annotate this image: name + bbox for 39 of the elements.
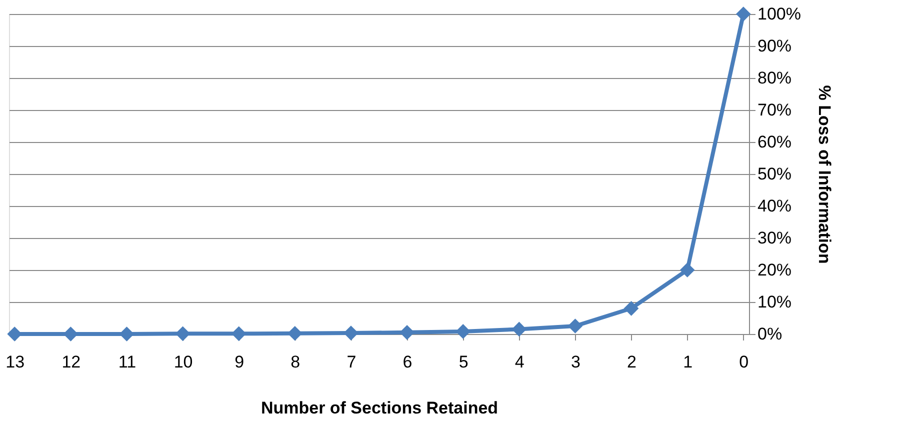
x-tick-label: 6: [402, 352, 412, 372]
point: [512, 322, 527, 337]
x-tick-label: 0: [739, 352, 749, 372]
y-tick-label: 50%: [758, 164, 792, 184]
y-tick-label: 20%: [758, 260, 792, 280]
point: [344, 326, 358, 340]
point: [736, 6, 751, 22]
y-tick-label: 70%: [758, 100, 792, 120]
y-tick-label: 100%: [758, 4, 801, 24]
point: [231, 326, 246, 342]
x-tick-label: 13: [6, 352, 25, 372]
x-tick-label: 7: [346, 352, 356, 372]
x-tick-label: 5: [458, 352, 468, 372]
point: [287, 326, 302, 341]
x-tick-label: 8: [290, 352, 300, 372]
x-tick-label: 12: [62, 352, 81, 372]
y-tick-label: 0%: [758, 324, 782, 344]
point: [175, 326, 190, 342]
point: [400, 324, 414, 340]
y-tick-label: 10%: [758, 292, 792, 312]
x-axis-title: Number of Sections Retained: [260, 398, 498, 418]
x-tick-label: 1: [683, 352, 693, 372]
y-tick-label: 60%: [758, 132, 792, 152]
y-tick-label: 40%: [758, 196, 792, 216]
y-tick-label: 30%: [758, 228, 792, 248]
point: [119, 326, 134, 342]
point: [568, 318, 583, 334]
x-tick-label: 9: [234, 352, 244, 372]
x-tick-label: 3: [570, 352, 580, 372]
x-tick-label: 4: [514, 352, 524, 372]
y-tick-label: 90%: [758, 36, 792, 56]
x-tick-label: 2: [627, 352, 637, 372]
y-tick-label: 80%: [758, 68, 792, 88]
y-axis-title: % Loss of Information: [814, 85, 834, 264]
point: [456, 324, 471, 339]
x-tick-label: 10: [174, 352, 193, 372]
x-tick-label: 11: [118, 352, 136, 372]
point: [680, 262, 695, 278]
point: [624, 300, 639, 316]
